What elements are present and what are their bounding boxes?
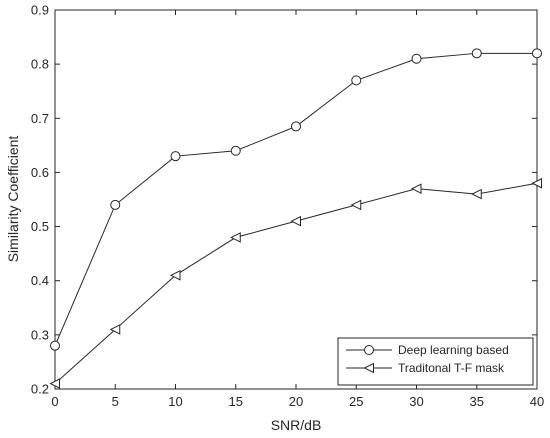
data-point-circle [110, 199, 121, 210]
x-tick-label: 40 [530, 394, 544, 409]
data-point-triangle [350, 199, 362, 211]
legend-marker-circle [364, 345, 374, 355]
x-tick-label: 35 [470, 394, 484, 409]
data-point-triangle [410, 183, 422, 194]
data-point-circle [532, 48, 542, 59]
y-tick-label: 0.3 [31, 327, 49, 342]
data-point-circle [411, 53, 422, 64]
y-tick-label: 0.8 [31, 57, 49, 72]
legend-label-deep-learning: Deep learning based [398, 343, 509, 357]
series-1 [49, 177, 542, 389]
data-point-triangle [49, 378, 60, 389]
y-tick-label: 0.2 [31, 382, 49, 397]
plot-area [54, 9, 538, 390]
axis-ticks [54, 9, 538, 390]
x-tick-label: 30 [409, 394, 423, 409]
data-point-triangle [290, 215, 301, 227]
x-axis-label: SNR/dB [271, 417, 322, 433]
y-tick-label: 0.9 [31, 3, 49, 18]
legend-marker-triangle [363, 362, 374, 374]
series-layer [49, 48, 542, 389]
y-tick-label: 0.6 [31, 165, 49, 180]
y-axis-label: Similarity Coefficient [5, 136, 21, 263]
data-point-triangle [471, 188, 482, 200]
x-tick-label: 25 [349, 394, 363, 409]
legend: Deep learning based Traditonal T-F mask [337, 337, 534, 386]
data-point-circle [291, 121, 301, 132]
data-point-circle [170, 151, 181, 162]
x-tick-label: 20 [289, 394, 303, 409]
data-point-circle [50, 340, 60, 351]
y-tick-label: 0.5 [31, 219, 49, 234]
x-tick-label: 0 [51, 394, 58, 409]
data-point-circle [471, 48, 482, 59]
data-point-triangle [109, 324, 121, 335]
data-point-triangle [531, 177, 542, 189]
data-point-circle [230, 145, 241, 156]
x-tick-label: 10 [168, 394, 182, 409]
axis-tick-labels: 0 5 10 15 20 25 30 35 40 0.2 0.3 0.4 0.5 0.6 0.7 0.8 0.9 [31, 3, 544, 410]
y-tick-label: 0.7 [31, 111, 49, 126]
data-point-circle [351, 75, 362, 86]
series-0 [50, 48, 542, 351]
data-point-triangle [169, 269, 181, 281]
data-point-triangle [230, 232, 241, 243]
x-tick-label: 5 [112, 394, 119, 409]
legend-label-traditional: Traditonal T-F mask [398, 361, 505, 375]
y-tick-label: 0.4 [31, 273, 49, 288]
x-tick-label: 15 [229, 394, 243, 409]
